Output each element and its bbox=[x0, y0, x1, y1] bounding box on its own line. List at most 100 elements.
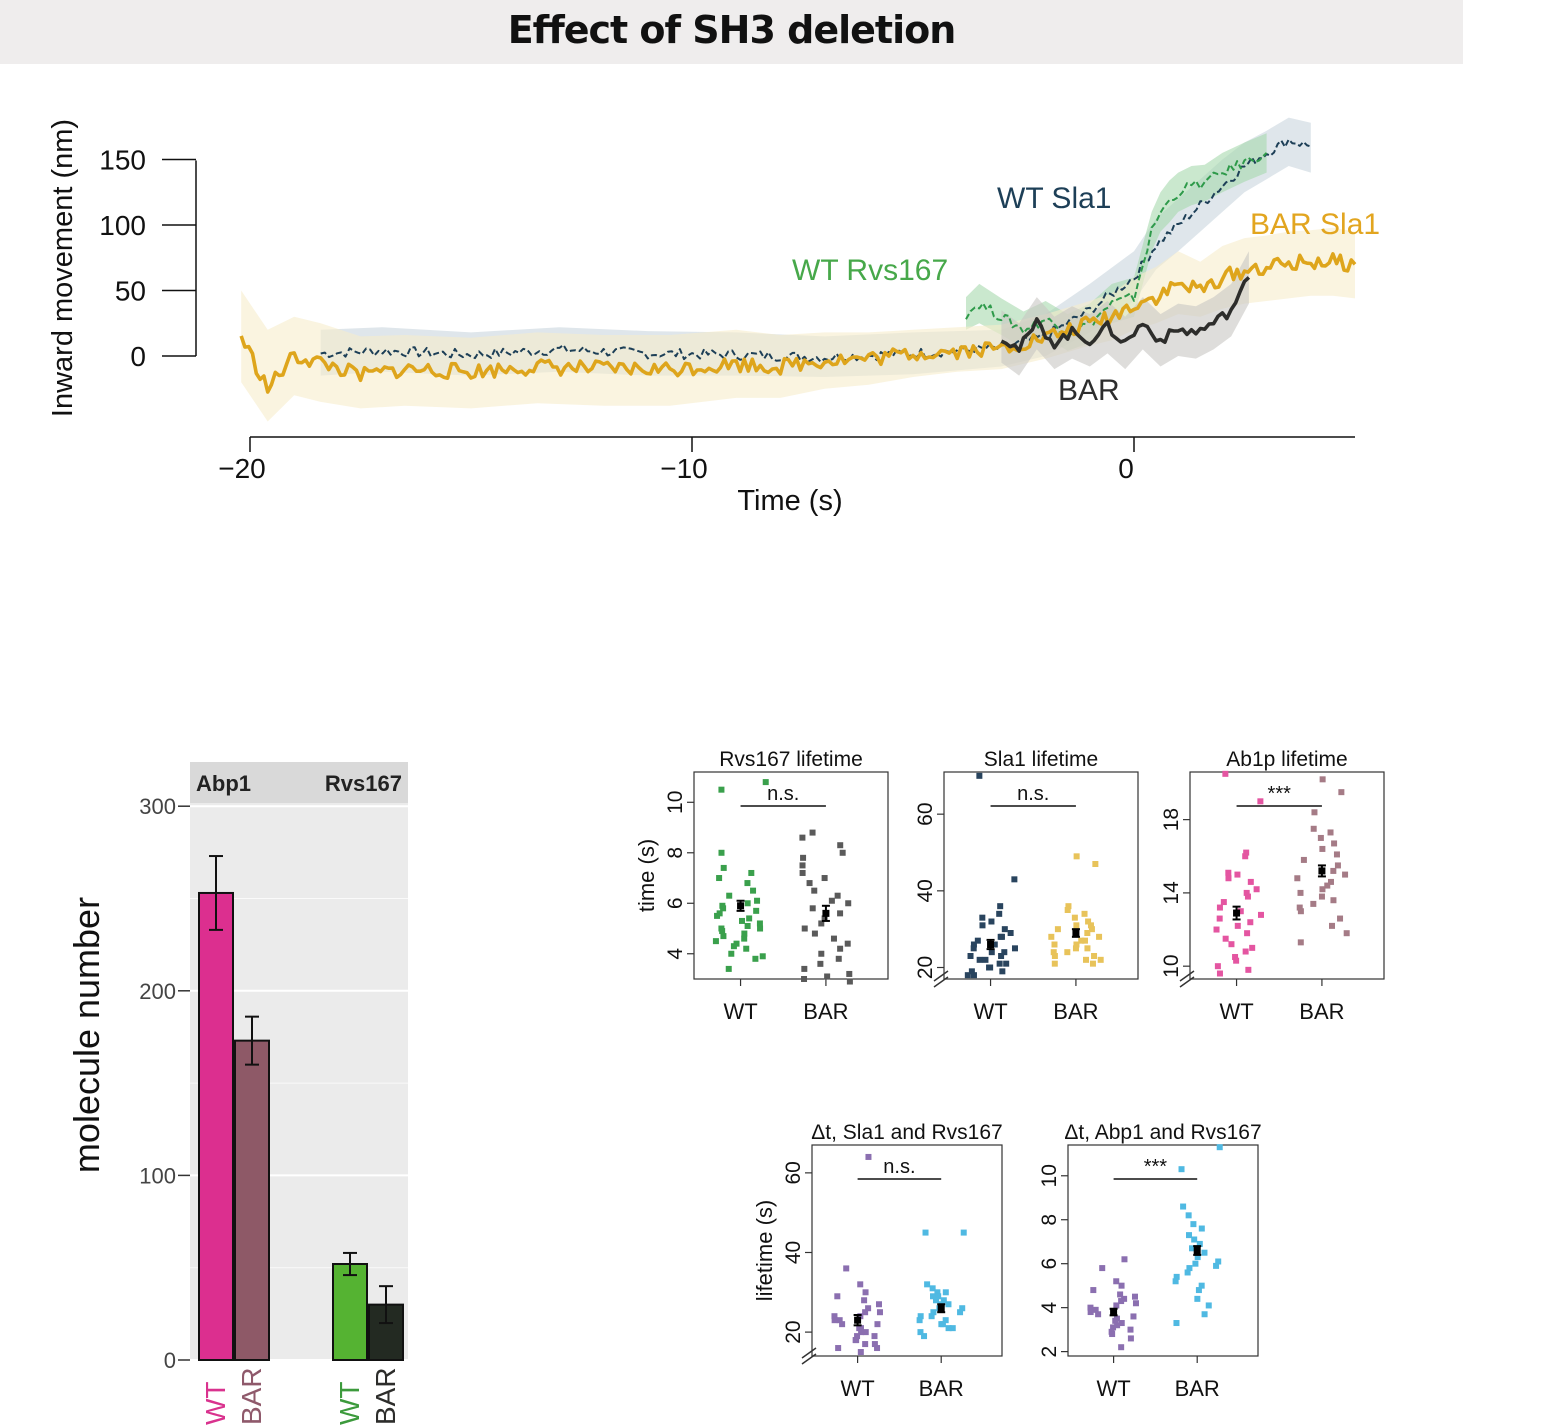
data-point bbox=[974, 937, 981, 944]
data-point bbox=[1007, 930, 1014, 936]
data-point bbox=[725, 965, 732, 972]
title-banner: Effect of SH3 deletion bbox=[0, 0, 1463, 64]
y-tick-label: 10 bbox=[1160, 954, 1183, 977]
data-point bbox=[1109, 1331, 1116, 1338]
data-point bbox=[719, 928, 726, 935]
data-point bbox=[1113, 1278, 1120, 1285]
y-tick-label: 50 bbox=[115, 276, 146, 307]
data-point bbox=[1090, 1287, 1097, 1294]
data-point bbox=[1118, 1344, 1125, 1351]
data-point bbox=[967, 953, 974, 959]
data-point bbox=[1222, 935, 1229, 942]
mean-point bbox=[854, 1316, 862, 1324]
data-point bbox=[976, 956, 983, 963]
data-point bbox=[1196, 1240, 1203, 1247]
data-point bbox=[1257, 798, 1264, 805]
data-point bbox=[817, 960, 824, 967]
data-point bbox=[929, 1285, 936, 1292]
data-point bbox=[1084, 930, 1091, 936]
facet-label: Abp1 bbox=[196, 771, 251, 796]
data-point bbox=[1234, 871, 1241, 878]
significance-label: *** bbox=[1268, 783, 1292, 805]
data-point bbox=[1319, 886, 1326, 893]
data-point bbox=[1186, 1265, 1193, 1272]
data-point bbox=[1099, 1265, 1106, 1272]
y-tick-label: 14 bbox=[1160, 881, 1183, 905]
axis-break bbox=[1179, 970, 1195, 982]
data-point bbox=[811, 887, 818, 894]
data-point bbox=[938, 1321, 945, 1328]
data-point bbox=[746, 915, 753, 922]
data-point bbox=[997, 903, 1004, 910]
x-tick-label: BAR bbox=[370, 1367, 401, 1425]
y-tick-label: 8 bbox=[664, 847, 687, 859]
data-point bbox=[1130, 1313, 1137, 1320]
y-tick-label: 6 bbox=[1038, 1258, 1061, 1270]
data-point bbox=[1194, 1295, 1201, 1302]
data-point bbox=[753, 907, 760, 914]
data-point bbox=[1334, 862, 1341, 869]
data-point bbox=[853, 1337, 860, 1344]
data-point bbox=[1091, 953, 1098, 959]
data-point bbox=[940, 1297, 947, 1304]
data-point bbox=[933, 1297, 940, 1304]
data-point bbox=[857, 1349, 864, 1356]
data-point bbox=[839, 1321, 846, 1328]
data-point bbox=[982, 956, 989, 963]
data-point bbox=[1225, 869, 1232, 876]
data-point bbox=[744, 900, 751, 907]
data-point bbox=[1110, 1324, 1117, 1331]
data-point bbox=[744, 922, 751, 929]
data-point bbox=[928, 1313, 935, 1320]
bar bbox=[198, 891, 234, 1361]
data-point bbox=[1244, 930, 1251, 937]
data-point bbox=[875, 1301, 882, 1308]
data-point bbox=[1198, 1282, 1205, 1289]
data-point bbox=[964, 972, 971, 979]
data-point bbox=[865, 1305, 872, 1312]
y-tick-label: 0 bbox=[164, 1348, 176, 1373]
rvs-lifetime-plot: Rvs167 lifetime 4 6 8 10 time (s) WT BAR n.s. bbox=[634, 748, 889, 1024]
data-point bbox=[837, 945, 844, 952]
data-point bbox=[799, 869, 806, 876]
data-point bbox=[1073, 853, 1080, 860]
data-point bbox=[754, 897, 761, 904]
plot-frame bbox=[1189, 771, 1385, 980]
data-point bbox=[1194, 1254, 1201, 1261]
series-label: BAR Sla1 bbox=[1250, 208, 1380, 241]
x-tick-label: WT bbox=[1096, 1376, 1130, 1401]
mean-point bbox=[1318, 867, 1326, 875]
data-point bbox=[998, 953, 1005, 959]
data-point bbox=[1233, 957, 1240, 964]
data-point bbox=[935, 1293, 942, 1300]
y-tick-label: 60 bbox=[914, 802, 937, 825]
data-point bbox=[1330, 897, 1337, 904]
data-point bbox=[1178, 1166, 1185, 1173]
data-point bbox=[714, 912, 721, 919]
data-point bbox=[800, 854, 807, 861]
data-point bbox=[988, 949, 995, 956]
bar bbox=[234, 1039, 270, 1361]
data-point bbox=[1092, 861, 1099, 867]
series-label: WT Rvs167 bbox=[792, 254, 948, 287]
panel-title: Δt, Sla1 and Rvs167 bbox=[811, 1121, 1002, 1144]
data-point bbox=[844, 940, 851, 947]
axis-break bbox=[801, 1347, 817, 1359]
mean-point bbox=[987, 941, 995, 948]
data-point bbox=[828, 897, 835, 904]
data-point bbox=[1319, 845, 1326, 852]
data-point bbox=[1216, 904, 1223, 911]
data-point bbox=[1064, 949, 1071, 956]
data-point bbox=[743, 945, 750, 952]
data-point bbox=[757, 925, 764, 932]
data-point bbox=[1131, 1293, 1138, 1300]
data-point bbox=[756, 920, 763, 927]
x-tick-label: WT bbox=[723, 999, 757, 1024]
data-point bbox=[862, 1289, 869, 1296]
series-line-2 bbox=[239, 252, 1357, 394]
data-point bbox=[1338, 789, 1345, 796]
data-point bbox=[1297, 939, 1304, 946]
data-point bbox=[1253, 886, 1260, 893]
data-point bbox=[930, 1293, 937, 1300]
data-point bbox=[1215, 1258, 1222, 1265]
